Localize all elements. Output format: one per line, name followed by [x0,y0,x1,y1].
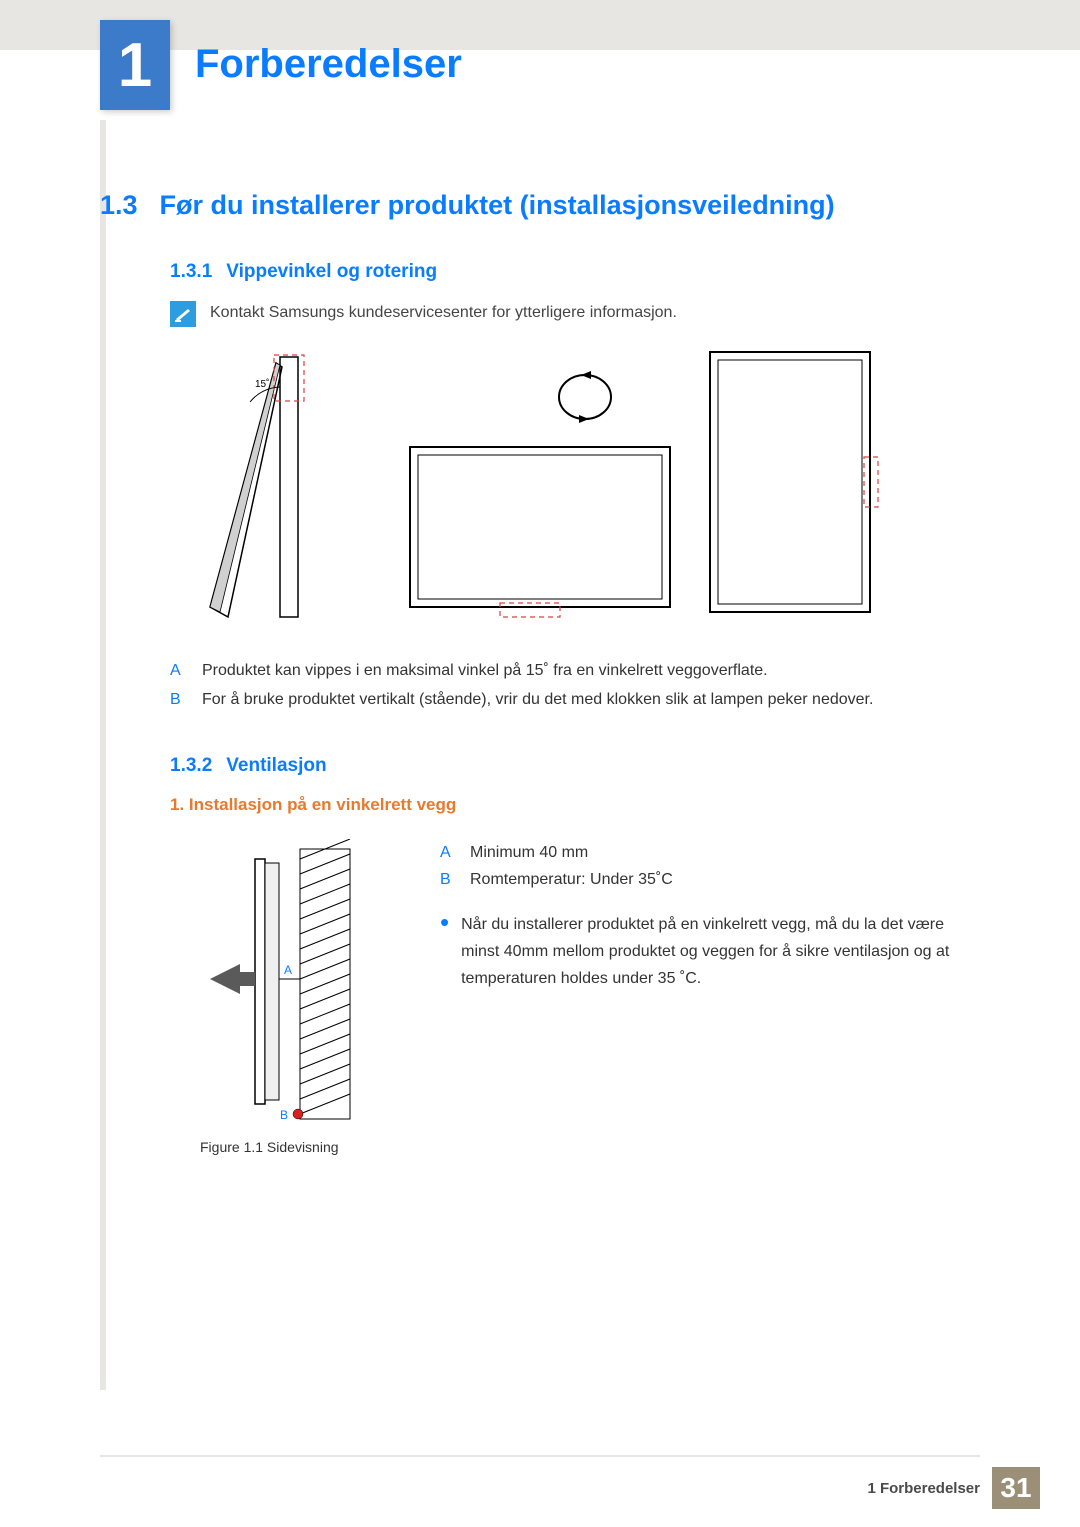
vent-marker-a: A [284,963,292,977]
subsection-1-heading: 1.3.1 Vippevinkel og rotering [170,261,980,283]
bullet-icon: • [440,911,449,993]
vent-label-b: B [440,866,458,893]
vent-marker-b: B [280,1108,288,1122]
label-a: A [170,657,188,686]
ventilation-text: A Minimum 40 mm B Romtemperatur: Under 35˚… [440,839,960,993]
subsection-2-number: 1.3.2 [170,755,212,776]
subsection-2-heading: 1.3.2 Ventilasjon [170,755,980,777]
footer-divider [100,1455,980,1457]
rotation-figure [400,347,880,627]
note-row: Kontakt Samsungs kundeservicesenter for … [170,301,980,327]
subsection-1-title: Vippevinkel og rotering [226,261,437,282]
tilt-text-b: For å bruke produktet vertikalt (stående… [202,686,873,715]
label-b: B [170,686,188,715]
tilt-ab-list: A Produktet kan vippes i en maksimal vink… [170,657,980,715]
figure-caption: Figure 1.1 Sidevisning [200,1139,980,1155]
subsection-1-number: 1.3.1 [170,261,212,282]
tilt-angle-label: 15˚ [255,378,269,390]
vent-text-a: Minimum 40 mm [470,839,588,866]
tilt-rotation-figure: 15˚ [170,347,980,627]
orange-subheading: 1. Installasjon på en vinkelrett vegg [170,795,980,815]
subsection-2-title: Ventilasjon [226,755,326,776]
chapter-title: Forberedelser [195,42,462,87]
section-heading: 1.3 Før du installerer produktet (install… [100,190,980,221]
footer-chapter-label: 1 Forberedelser [855,1480,992,1497]
note-text: Kontakt Samsungs kundeservicesenter for … [210,301,677,322]
footer-page-number: 31 [992,1467,1040,1509]
chapter-number-badge: 1 [100,20,170,110]
tilt-text-a: Produktet kan vippes i en maksimal vinke… [202,657,768,686]
section-title: Før du installerer produktet (installasj… [160,190,835,220]
note-icon [170,301,196,327]
tilt-figure: 15˚ [170,347,360,627]
vent-bullet-text: Når du installerer produktet på en vinke… [461,911,960,993]
footer: 1 Forberedelser 31 [855,1467,1040,1509]
section-number: 1.3 [100,190,138,220]
vent-text-b: Romtemperatur: Under 35˚C [470,866,673,893]
vent-label-a: A [440,839,458,866]
ventilation-figure: A B [200,839,380,1129]
